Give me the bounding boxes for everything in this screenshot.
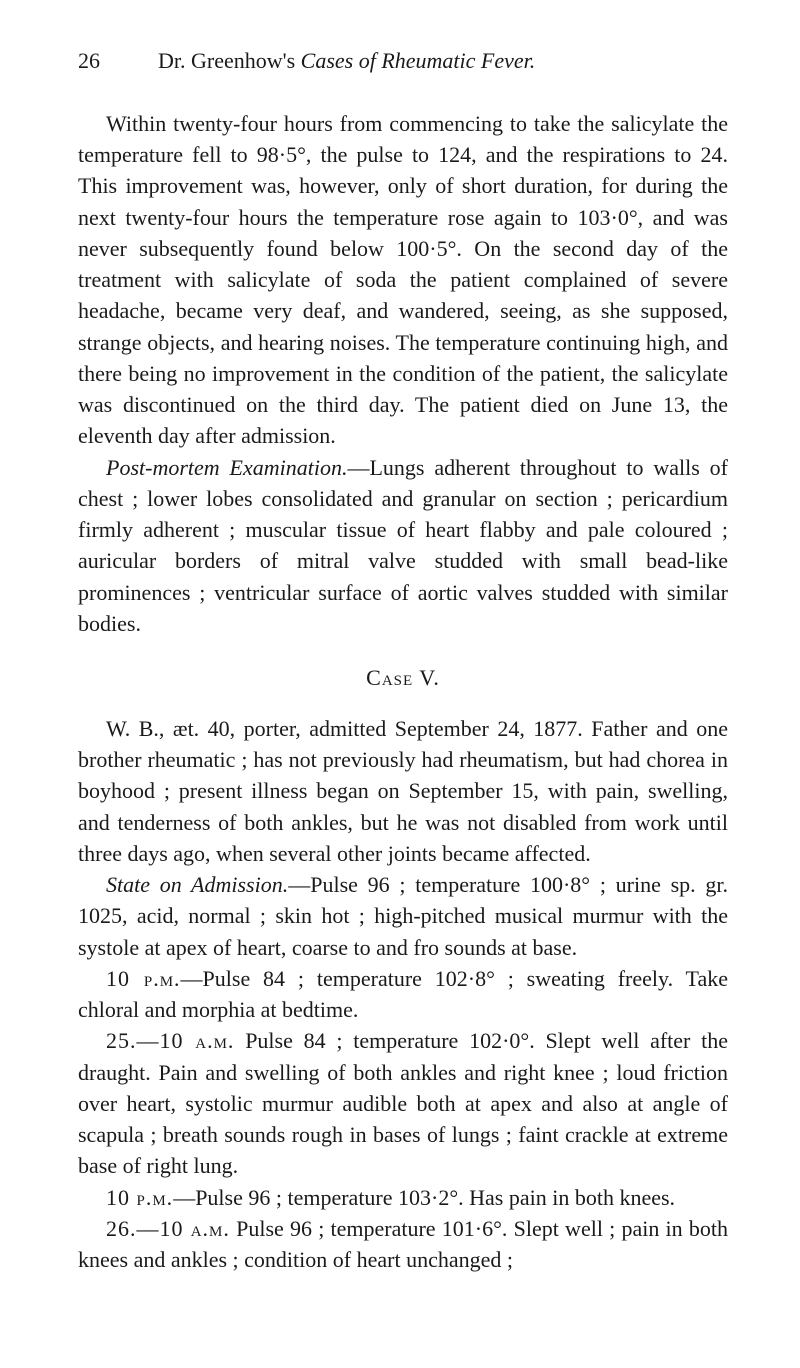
p8-time: 26.—10 a.m.: [106, 1216, 230, 1241]
paragraph-6: 25.—10 a.m. Pulse 84 ; temperature 102·0…: [78, 1025, 728, 1181]
paragraph-2: Post-mortem Examination.—Lungs adherent …: [78, 452, 728, 639]
p2-rest: —Lungs adherent throughout to walls of c…: [78, 455, 728, 636]
header-italic: Cases of Rheumatic Fever.: [301, 48, 536, 73]
paragraph-4: State on Admission.—Pulse 96 ; temperatu…: [78, 869, 728, 963]
header-prefix: Dr. Greenhow's: [158, 48, 301, 73]
page-header: 26 Dr. Greenhow's Cases of Rheumatic Fev…: [78, 48, 728, 74]
p2-italic: Post-mortem Examination.: [106, 455, 347, 480]
p4-italic: State on Admission.: [106, 872, 288, 897]
paragraph-3: W. B., æt. 40, porter, admitted Septembe…: [78, 713, 728, 869]
page-number: 26: [78, 48, 100, 74]
p7-time: 10 p.m.: [106, 1185, 173, 1210]
p6-time: 25.—10 a.m.: [106, 1028, 234, 1053]
p5-time: 10 p.m.: [106, 966, 181, 991]
case-title: Case V.: [78, 665, 728, 691]
page-container: 26 Dr. Greenhow's Cases of Rheumatic Fev…: [0, 0, 800, 1368]
header-title: Dr. Greenhow's Cases of Rheumatic Fever.: [158, 48, 535, 74]
p7-rest: —Pulse 96 ; temperature 103·2°. Has pain…: [173, 1185, 675, 1210]
paragraph-8: 26.—10 a.m. Pulse 96 ; temperature 101·6…: [78, 1213, 728, 1275]
paragraph-1: Within twenty-four hours from commencing…: [78, 108, 728, 452]
paragraph-7: 10 p.m.—Pulse 96 ; temperature 103·2°. H…: [78, 1182, 728, 1213]
paragraph-5: 10 p.m.—Pulse 84 ; temperature 102·8° ; …: [78, 963, 728, 1025]
